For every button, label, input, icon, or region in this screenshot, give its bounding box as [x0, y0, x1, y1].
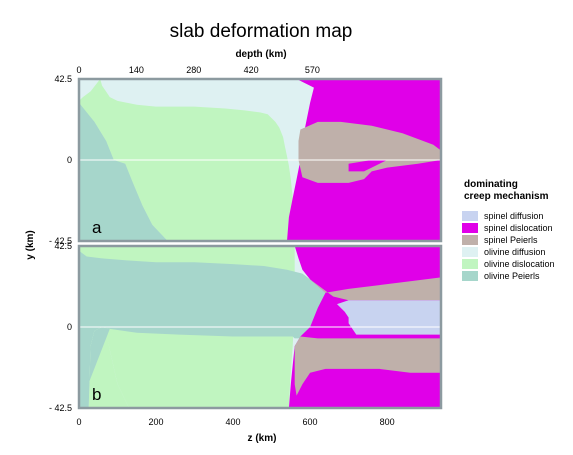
legend-label: spinel Peierls: [484, 235, 538, 245]
legend-label: olivine dislocation: [484, 259, 555, 269]
top-tick-label: 140: [129, 65, 144, 75]
legend-label: olivine Peierls: [484, 271, 540, 281]
top-axis-ticks: 0 140 280 420 570: [76, 65, 319, 75]
region-olivine-Peierls-2: [79, 250, 349, 408]
top-tick-label: 0: [76, 65, 81, 75]
y-tick-label: 0: [67, 155, 72, 165]
y-tick-label: - 42.5: [49, 236, 72, 246]
y-axis-label: y (km): [25, 230, 36, 259]
y-axis-ticks: 42.50- 42.542.50- 42.5: [49, 74, 72, 413]
panel-frame: [77, 244, 443, 410]
x-tick-label: 200: [149, 417, 164, 427]
region-spinel-Peierls-7: [294, 336, 441, 396]
top-tick-label: 420: [244, 65, 259, 75]
region-olivine-Peierls-7: [79, 104, 168, 241]
legend-swatch: [462, 259, 478, 269]
y-tick-label: - 42.5: [49, 403, 72, 413]
legend-title-line1: dominating: [464, 179, 518, 190]
legend-swatch: [462, 247, 478, 257]
legend-swatch: [462, 235, 478, 245]
legend-label: spinel diffusion: [484, 211, 543, 221]
region-spinel-diffusion-6: [337, 300, 441, 335]
region-spinel-Peierls-8: [298, 121, 441, 183]
panel-a: a: [77, 77, 443, 243]
legend-swatch: [462, 271, 478, 281]
region-spinel-dislocation-9: [348, 160, 388, 172]
y-tick-label: 0: [67, 322, 72, 332]
chart-title: slab deformation map: [170, 21, 353, 42]
top-tick-label: 570: [305, 65, 320, 75]
x-tick-label: 400: [226, 417, 241, 427]
x-tick-label: 600: [303, 417, 318, 427]
legend-label: spinel dislocation: [484, 223, 553, 233]
legend-swatch: [462, 223, 478, 233]
region-spinel-Peierls-5: [310, 277, 441, 301]
x-tick-label: 0: [76, 417, 81, 427]
x-axis-ticks: 0 200 400 600 800: [76, 417, 394, 427]
panel-b: b: [77, 244, 443, 410]
panel-letter: a: [92, 218, 102, 237]
region-olivine-Peierls-8: [79, 327, 110, 408]
legend-label: olivine diffusion: [484, 247, 545, 257]
panel-frame: [77, 77, 443, 243]
legend: spinel diffusion spinel dislocation spinel…: [462, 211, 555, 281]
panel-letter: b: [92, 385, 101, 404]
legend-title-line2: creep mechanism: [464, 191, 549, 202]
top-axis-label: depth (km): [235, 49, 286, 60]
x-axis-label: z (km): [248, 433, 277, 444]
legend-swatch: [462, 211, 478, 221]
y-tick-label: 42.5: [54, 74, 72, 84]
top-tick-label: 280: [186, 65, 201, 75]
x-tick-label: 800: [380, 417, 395, 427]
region-olivine-diffusion-5: [79, 79, 101, 101]
y-tick-label: 42.5: [54, 241, 72, 251]
